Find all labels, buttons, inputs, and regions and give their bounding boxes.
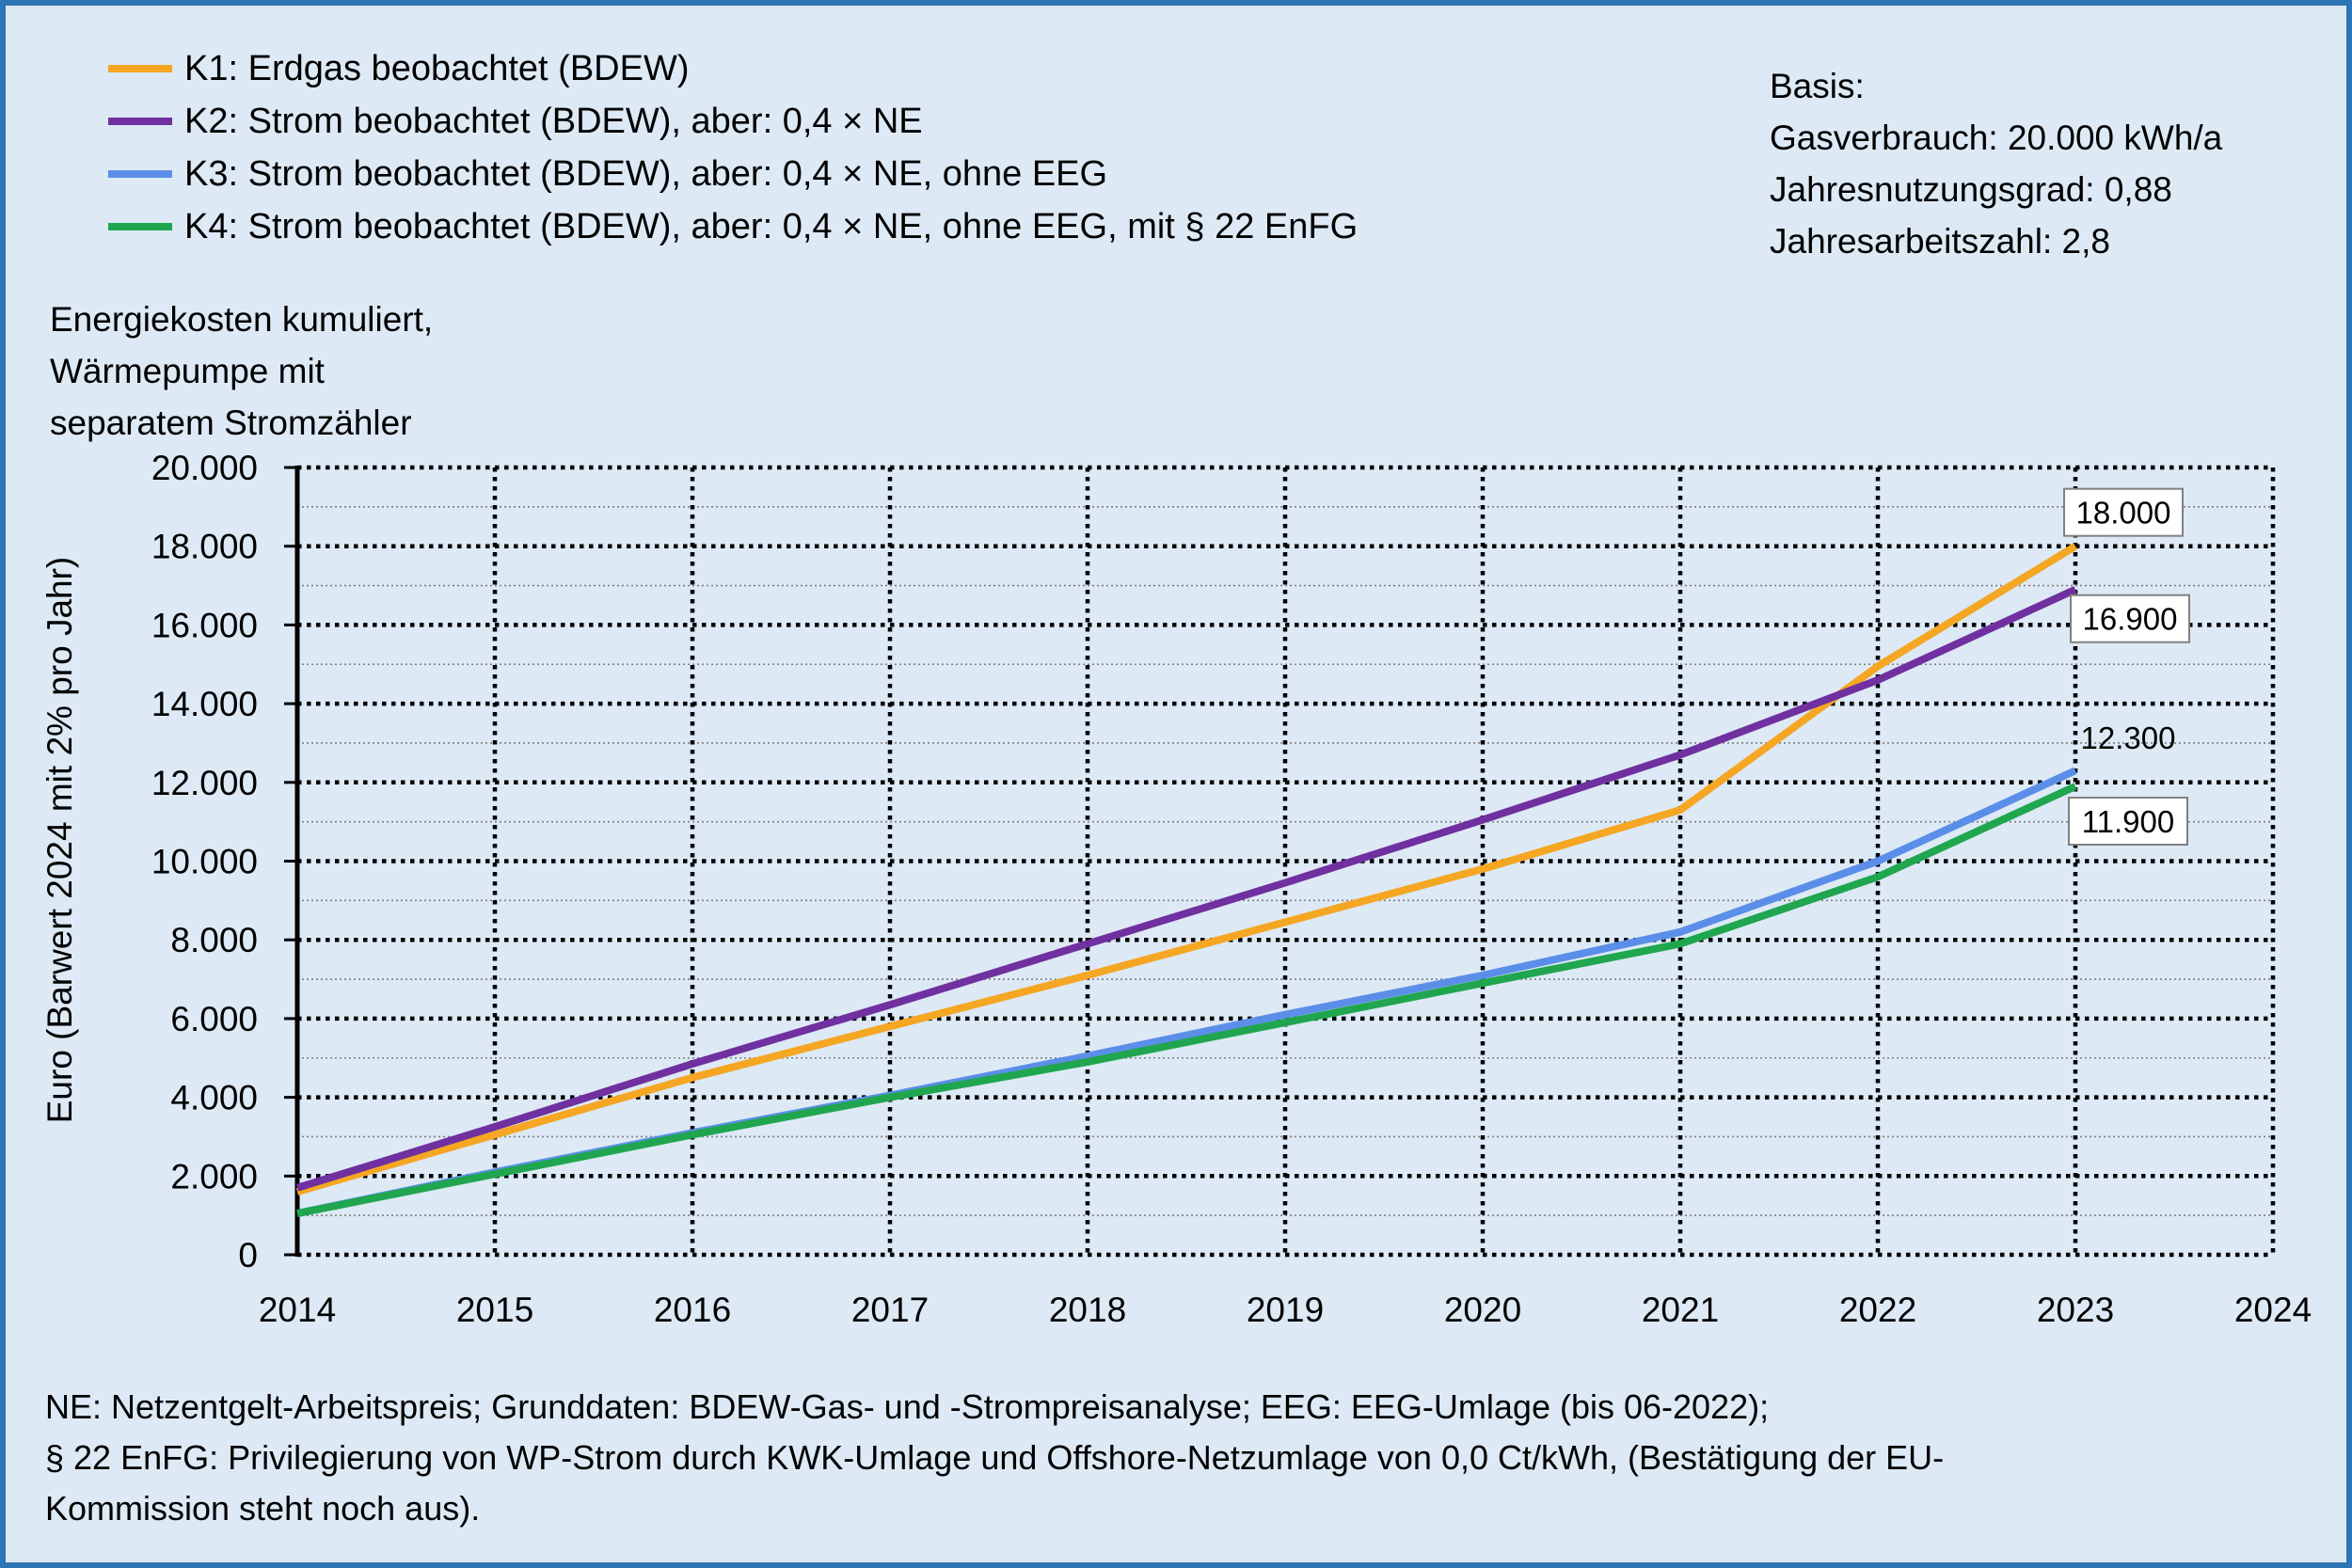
y-axis-title: Energiekosten kumuliert, Wärmepumpe mit …	[50, 293, 433, 449]
x-tick-label: 2017	[851, 1291, 929, 1329]
data-labels: 18.000 16.900 12.300 11.900	[2063, 487, 2190, 846]
y-tick-label: 2.000	[170, 1157, 258, 1196]
data-label-k1: 18.000	[2063, 487, 2184, 537]
legend-swatch	[108, 65, 172, 72]
x-tick-labels: 2014 2015 2016 2017 2018 2019 2020 2021 2022 2023…	[259, 1291, 2312, 1329]
y-tick-label: 6.000	[170, 1000, 258, 1038]
y-tick-label: 0	[238, 1236, 258, 1275]
data-label-text: 12.300	[2081, 721, 2176, 755]
y-tick-labels: 0 2.000 4.000 6.000 8.000 10.000 12.000 14.000 1…	[151, 449, 258, 1275]
legend-label: K4: Strom beobachtet (BDEW), aber: 0,4 ×…	[184, 207, 1359, 246]
series-line-k1	[295, 543, 2078, 1196]
y-axis-title-line: Energiekosten kumuliert,	[50, 300, 434, 339]
legend-item-k4: K4: Strom beobachtet (BDEW), aber: 0,4 ×…	[108, 200, 1358, 253]
y-tick-label: 16.000	[151, 606, 258, 644]
x-tick-label: 2022	[1839, 1291, 1916, 1329]
data-label-box	[2063, 487, 2184, 537]
y-tick-label: 8.000	[170, 921, 258, 959]
y-axis-title-line: Wärmepumpe mit	[50, 352, 325, 390]
data-label-k4: 11.900	[2068, 796, 2188, 846]
legend-swatch	[108, 223, 172, 230]
x-tick-label: 2016	[654, 1291, 731, 1329]
legend-item-k2: K2: Strom beobachtet (BDEW), aber: 0,4 ×…	[108, 95, 1358, 148]
legend-label: K2: Strom beobachtet (BDEW), aber: 0,4 ×…	[184, 102, 923, 141]
data-label-k3: 12.300	[2081, 721, 2176, 755]
x-tick-label: 2018	[1049, 1291, 1126, 1329]
y-tick-label: 14.000	[151, 685, 258, 723]
y-tick-label: 10.000	[151, 843, 258, 881]
data-label-k2: 16.900	[2070, 594, 2190, 643]
y-axis	[284, 466, 300, 1257]
y-tick-label: 18.000	[151, 528, 258, 566]
x-tick-label: 2023	[2037, 1291, 2114, 1329]
y-tick-label: 12.000	[151, 764, 258, 802]
legend-label: K1: Erdgas beobachtet (BDEW)	[184, 49, 690, 88]
footnote-line: § 22 EnFG: Privilegierung von WP-Strom d…	[45, 1438, 1945, 1477]
series-lines	[295, 543, 2078, 1217]
footnote-line: NE: Netzentgelt-Arbeitspreis; Grunddaten…	[45, 1387, 1770, 1426]
data-label-box	[2068, 796, 2188, 846]
x-tick-label: 2020	[1444, 1291, 1521, 1329]
plot-grid	[297, 465, 2276, 1258]
x-tick-label: 2019	[1247, 1291, 1324, 1329]
basis-line: Jahresnutzungsgrad: 0,88	[1770, 170, 2172, 209]
footnote-line: Kommission steht noch aus).	[45, 1489, 481, 1528]
legend-swatch	[108, 170, 172, 178]
footnote: NE: Netzentgelt-Arbeitspreis; Grunddaten…	[45, 1382, 1944, 1534]
legend: K1: Erdgas beobachtet (BDEW) K2: Strom b…	[108, 42, 1358, 253]
data-label-box	[2070, 594, 2190, 643]
y-axis-title-line: separatem Stromzähler	[50, 404, 412, 442]
y-tick-label: 20.000	[151, 449, 258, 487]
y-axis-label: Euro (Barwert 2024 mit 2% pro Jahr)	[40, 556, 79, 1124]
x-tick-label: 2021	[1642, 1291, 1719, 1329]
basis-info: Basis: Gasverbrauch: 20.000 kWh/a Jahres…	[1770, 60, 2222, 267]
basis-line: Gasverbrauch: 20.000 kWh/a	[1770, 119, 2223, 157]
x-tick-label: 2024	[2234, 1291, 2312, 1329]
legend-label: K3: Strom beobachtet (BDEW), aber: 0,4 ×…	[184, 154, 1108, 194]
basis-title: Basis:	[1770, 67, 1865, 105]
legend-item-k3: K3: Strom beobachtet (BDEW), aber: 0,4 ×…	[108, 148, 1358, 200]
series-line-k3	[296, 767, 2077, 1217]
data-label-text: 16.900	[2083, 602, 2178, 637]
series-line-k4	[296, 783, 2077, 1217]
basis-line: Jahresarbeitszahl: 2,8	[1770, 222, 2110, 261]
y-tick-label: 4.000	[170, 1079, 258, 1117]
data-label-text: 18.000	[2076, 496, 2171, 531]
data-label-text: 11.900	[2082, 804, 2174, 839]
legend-item-k1: K1: Erdgas beobachtet (BDEW)	[108, 42, 1358, 95]
series-line-k2	[295, 586, 2077, 1192]
legend-swatch	[108, 118, 172, 125]
x-tick-label: 2015	[456, 1291, 533, 1329]
x-tick-label: 2014	[259, 1291, 336, 1329]
